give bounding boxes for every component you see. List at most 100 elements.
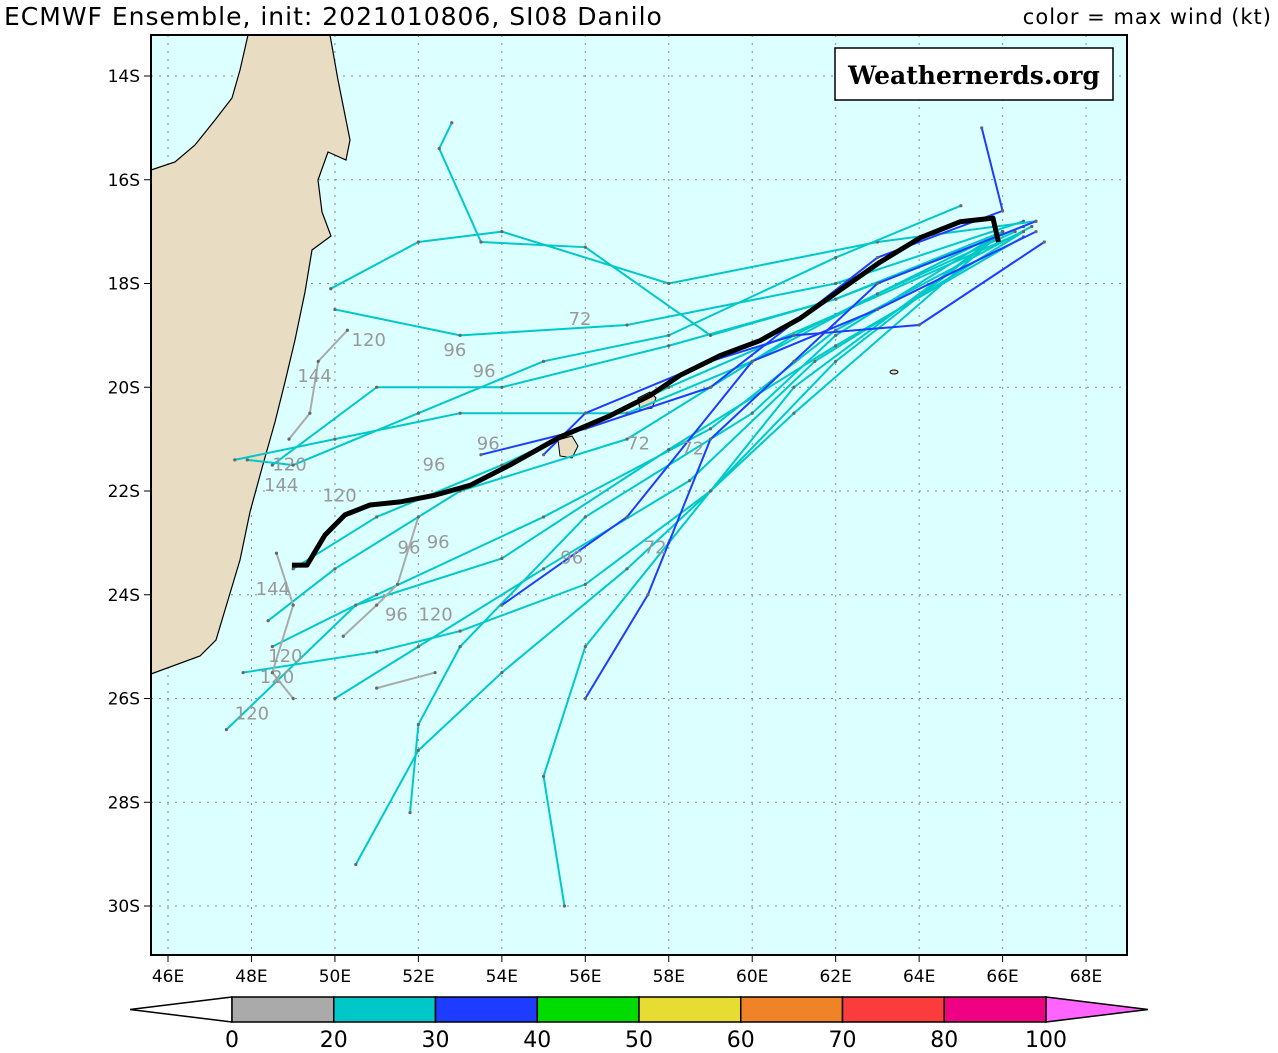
madagascar-land [150,34,351,675]
forecast-hour-label: 96 [443,340,466,361]
colorbar-swatch [333,996,437,1023]
reunion-island [557,435,579,459]
track-point [1021,230,1026,234]
track-point [416,240,420,244]
longitude-axis: 46E 48E 50E 52E 54E 56E 58E 60E 62E 64E 66E 68E [152,955,1102,987]
forecast-hour-label: 72 [627,434,650,455]
track-point [1034,230,1038,234]
track-point [341,634,345,638]
track-point [625,567,629,571]
lon-tick-label: 52E [402,967,434,987]
track-point [270,645,274,649]
forecast-hour-label: 72 [681,439,704,460]
forecast-hour-label: 120 [272,454,306,475]
track-point [416,748,420,752]
colorbar-swatch [740,996,844,1023]
track-point [245,458,249,462]
forecast-hour-label: 120 [260,667,294,688]
ensemble-track-20 [271,552,295,700]
watermark: Weathernerds.org [847,61,1100,90]
lon-tick-label: 56E [569,967,601,987]
track-point [708,385,713,389]
forecast-hour-label: 96 [560,548,583,569]
track-point [708,489,713,493]
ensemble-track-19 [288,329,349,440]
forecast-hour-label: 96 [473,361,496,382]
track-point [667,333,671,337]
track-point [316,359,320,363]
track-point [583,245,587,249]
track-point [458,645,462,649]
track-point [375,650,379,654]
track-point [500,670,504,675]
lat-tick-label: 16S [108,171,140,191]
forecast-hour-label: 96 [398,537,421,558]
lon-tick-label: 64E [903,967,935,987]
track-point [1001,209,1005,213]
track-point [416,645,420,649]
lon-tick-label: 60E [736,967,768,987]
ensemble-track-10 [267,230,1004,622]
forecast-hour-label: 96 [427,532,450,553]
rodrigues-island [889,369,899,375]
track-point [541,359,546,363]
track-point [708,437,713,441]
colorbar-swatch [638,996,742,1023]
track-point [500,230,504,234]
track-point [274,551,279,555]
track-point [917,323,921,327]
colorbar-label: 60 [727,1028,755,1053]
track-point [834,333,838,337]
map-frame [150,34,1128,956]
forecast-hour-label: 96 [385,605,408,626]
track-point [287,437,291,441]
track-point [433,670,437,675]
track-point [875,281,880,286]
track-point [333,437,337,441]
track-point [875,292,880,296]
track-point [329,287,333,291]
watermark-box [834,47,1114,101]
track-point [541,453,546,457]
colorbar-label: 40 [523,1028,551,1053]
track-point [834,297,838,301]
track-point [308,411,312,415]
forecast-hour-label: 96 [477,434,500,455]
grid [151,35,1127,955]
track-point [437,147,441,151]
track-point [270,670,274,675]
colorbar-max-arrow [1045,996,1149,1023]
track-point [479,240,483,244]
colorbar-swatch [943,996,1047,1023]
forecast-hour-label: 72 [644,537,667,558]
track-point [583,582,587,586]
track-point [1001,230,1005,234]
track-point [625,515,629,519]
track-point [500,385,504,389]
track-point [750,411,754,415]
track-point [875,307,880,312]
track-point [458,629,462,633]
lat-tick-label: 14S [108,67,140,87]
lon-tick-label: 54E [486,967,518,987]
lat-tick-label: 28S [108,793,140,813]
lat-tick-label: 30S [108,897,140,917]
track-point [688,479,692,483]
track-point [375,603,379,607]
track-point [291,603,295,607]
lon-tick-label: 50E [319,967,351,987]
ensemble-tracks [224,121,1046,908]
track-point [1030,224,1034,229]
track-point [270,463,274,467]
track-point [625,323,629,327]
colorbar-swatch [841,996,945,1023]
track-point [875,255,880,260]
track-point [375,686,379,690]
forecast-hour-label: 144 [264,475,298,496]
track-point [667,344,671,348]
lat-tick-label: 20S [108,378,140,398]
track-point [345,328,350,332]
forecast-hour-label: 120 [268,646,302,667]
